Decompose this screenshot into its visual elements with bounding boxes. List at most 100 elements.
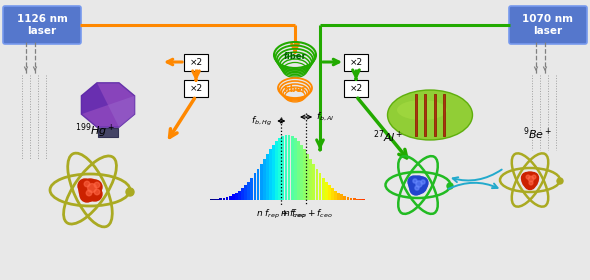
Bar <box>247 181 250 200</box>
Bar <box>210 199 213 200</box>
Text: ×2: ×2 <box>189 83 202 92</box>
Bar <box>294 138 297 200</box>
Circle shape <box>87 184 96 192</box>
Circle shape <box>86 190 92 196</box>
Text: fiber: fiber <box>284 85 306 94</box>
Bar <box>343 196 346 200</box>
Text: $^{27}$Al$^+$: $^{27}$Al$^+$ <box>373 129 403 145</box>
Bar <box>288 135 290 200</box>
Bar <box>331 188 334 200</box>
Text: $^{199}$Hg$^+$: $^{199}$Hg$^+$ <box>75 122 115 140</box>
Bar <box>219 199 222 200</box>
Bar <box>254 173 256 200</box>
Bar <box>278 138 281 200</box>
Circle shape <box>413 179 417 183</box>
Circle shape <box>522 172 533 183</box>
FancyBboxPatch shape <box>509 6 587 44</box>
FancyBboxPatch shape <box>184 53 208 71</box>
Bar <box>346 197 349 200</box>
Text: fiber: fiber <box>284 52 306 60</box>
Circle shape <box>79 179 101 201</box>
Circle shape <box>522 172 538 188</box>
Text: 1070 nm
laser: 1070 nm laser <box>523 14 573 36</box>
Bar <box>359 199 362 200</box>
Bar <box>244 185 247 200</box>
FancyBboxPatch shape <box>3 6 81 44</box>
Bar <box>217 199 219 200</box>
FancyBboxPatch shape <box>184 80 208 97</box>
Circle shape <box>416 181 422 187</box>
Bar <box>362 199 365 200</box>
Circle shape <box>410 183 422 195</box>
Text: 1126 nm
laser: 1126 nm laser <box>17 14 67 36</box>
Bar <box>281 136 284 200</box>
Circle shape <box>84 181 90 187</box>
Circle shape <box>409 176 427 194</box>
Bar <box>272 145 275 200</box>
Circle shape <box>80 188 94 202</box>
Bar <box>269 149 272 200</box>
Circle shape <box>408 176 420 188</box>
Text: ×2: ×2 <box>189 57 202 67</box>
Circle shape <box>88 180 102 194</box>
Text: $m\ f_{rep}+f_{ceo}$: $m\ f_{rep}+f_{ceo}$ <box>280 208 333 221</box>
Bar <box>232 195 235 200</box>
Circle shape <box>526 175 530 179</box>
Bar <box>328 185 331 200</box>
Circle shape <box>532 175 536 179</box>
Text: ×2: ×2 <box>349 57 363 67</box>
Bar <box>337 193 340 200</box>
Bar <box>300 145 303 200</box>
Bar <box>309 159 312 200</box>
Bar <box>213 199 216 200</box>
Bar <box>306 154 309 200</box>
Bar <box>303 149 306 200</box>
Bar <box>284 135 287 200</box>
Bar <box>356 199 359 200</box>
Bar <box>353 199 356 200</box>
Bar <box>263 159 266 200</box>
Polygon shape <box>81 83 135 127</box>
Bar <box>238 191 241 200</box>
Bar <box>222 198 225 200</box>
Circle shape <box>416 177 428 189</box>
Text: $f_{b,Al}$: $f_{b,Al}$ <box>316 111 335 123</box>
Bar <box>241 188 244 200</box>
Circle shape <box>126 188 134 196</box>
Circle shape <box>447 183 453 189</box>
Bar <box>260 164 263 200</box>
Bar <box>276 141 278 200</box>
Circle shape <box>88 187 102 201</box>
Bar <box>322 178 324 200</box>
Circle shape <box>557 178 563 184</box>
Bar <box>251 178 253 200</box>
Bar <box>334 191 337 200</box>
Bar <box>266 154 269 200</box>
Circle shape <box>94 182 100 188</box>
Bar <box>340 195 343 200</box>
Circle shape <box>78 179 92 193</box>
Circle shape <box>528 176 534 182</box>
Bar <box>257 169 260 200</box>
FancyBboxPatch shape <box>344 53 368 71</box>
Text: $n\ f_{rep}+f_{ceo}$: $n\ f_{rep}+f_{ceo}$ <box>257 208 306 221</box>
Bar <box>235 193 238 200</box>
Bar <box>297 141 300 200</box>
Bar <box>325 181 327 200</box>
Bar <box>225 197 228 200</box>
Bar <box>229 196 231 200</box>
Circle shape <box>525 179 536 190</box>
Circle shape <box>415 186 419 190</box>
FancyBboxPatch shape <box>344 80 368 97</box>
Text: $f_{b,Hg}$: $f_{b,Hg}$ <box>251 115 273 128</box>
Bar <box>350 198 352 200</box>
Ellipse shape <box>388 90 473 140</box>
Text: ×2: ×2 <box>349 83 363 92</box>
Bar <box>313 164 315 200</box>
Bar <box>291 136 294 200</box>
Bar <box>98 128 118 137</box>
Ellipse shape <box>397 100 447 120</box>
Circle shape <box>529 181 533 185</box>
Bar <box>319 173 322 200</box>
Polygon shape <box>81 83 108 114</box>
